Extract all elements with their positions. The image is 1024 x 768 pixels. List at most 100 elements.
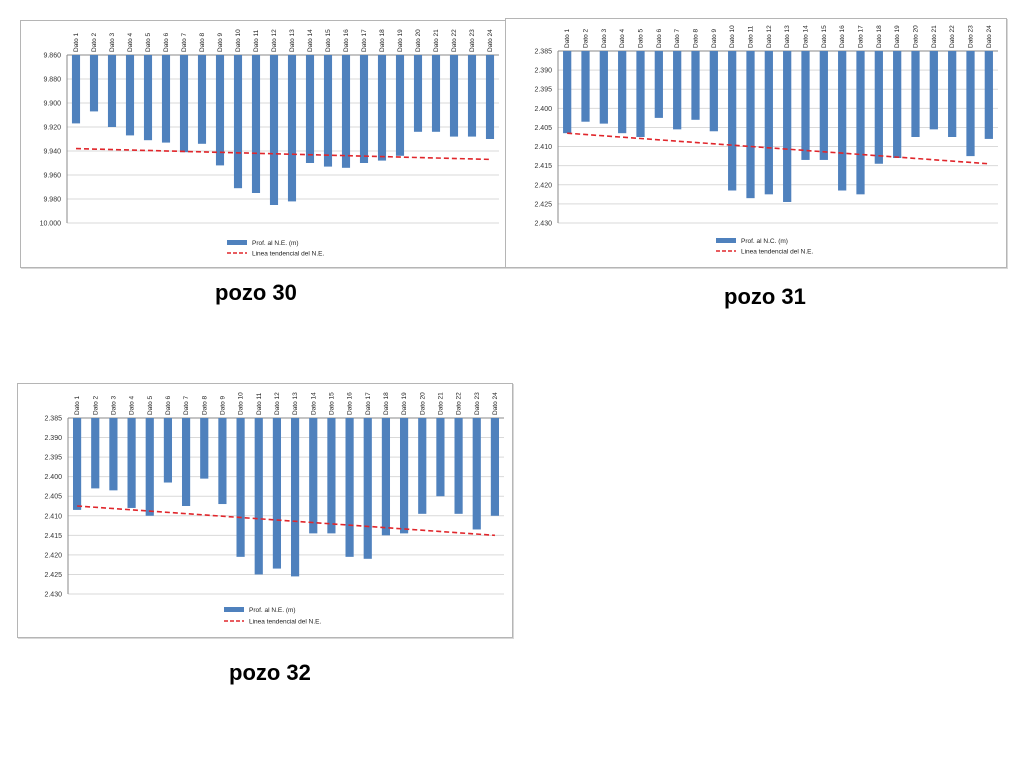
x-tick-label: Dato 19 — [894, 25, 901, 48]
x-tick-label: Dato 23 — [968, 25, 975, 48]
x-tick-label: Dato 17 — [365, 392, 372, 415]
bar — [691, 51, 700, 120]
x-tick-label: Dato 24 — [487, 29, 494, 52]
y-tick-label: 9.920 — [43, 125, 61, 132]
x-tick-label: Dato 8 — [201, 395, 208, 415]
bar — [563, 51, 572, 134]
x-tick-label: Dato 6 — [656, 28, 663, 48]
y-tick-label: 10.000 — [40, 221, 62, 228]
chart-caption-pozo-32: pozo 32 — [229, 660, 311, 685]
x-tick-label: Dato 10 — [729, 25, 736, 48]
y-tick-label: 2.405 — [44, 494, 62, 501]
x-tick-label: Dato 13 — [289, 29, 296, 52]
y-tick-label: 9.940 — [43, 149, 61, 156]
x-tick-label: Dato 21 — [437, 392, 444, 415]
bar — [305, 55, 315, 163]
legend-swatch-bars — [224, 607, 244, 612]
bar — [269, 55, 279, 205]
chart-caption-pozo-31: pozo 31 — [724, 284, 806, 309]
x-tick-label: Dato 14 — [803, 25, 810, 48]
y-tick-label: 2.420 — [534, 182, 552, 189]
x-tick-label: Dato 15 — [325, 29, 332, 52]
chart-panel-pozo-30: 9.860 9.880 9.900 9.920 9.940 9.960 9.980 10.00… — [20, 20, 506, 268]
bar — [654, 51, 663, 118]
x-tick-label: Dato 16 — [347, 392, 354, 415]
bar — [746, 51, 755, 199]
x-tick-label: Dato 3 — [601, 28, 608, 48]
x-tick-label: Dato 20 — [415, 29, 422, 52]
x-tick-label: Dato 5 — [638, 28, 645, 48]
y-tick-label: 2.415 — [534, 163, 552, 170]
x-tick-label: Dato 16 — [343, 29, 350, 52]
bar — [161, 55, 171, 143]
x-tick-label: Dato 22 — [451, 29, 458, 52]
x-tick-label: Dato 23 — [474, 392, 481, 415]
bar — [399, 418, 409, 534]
x-tick-label: Dato 9 — [217, 32, 224, 52]
x-tick-label: Dato 9 — [219, 395, 226, 415]
x-tick-label: Dato 4 — [127, 32, 134, 52]
x-tick-label: Dato 9 — [711, 28, 718, 48]
x-tick-label: Dato 14 — [307, 29, 314, 52]
x-tick-label: Dato 17 — [858, 25, 865, 48]
x-tick-label: Dato 20 — [419, 392, 426, 415]
bar — [893, 51, 902, 159]
bar — [966, 51, 975, 157]
bar — [309, 418, 318, 534]
y-tick-label: 2.405 — [534, 125, 552, 132]
bar — [929, 51, 938, 130]
bar — [72, 418, 82, 510]
y-tick-label: 2.395 — [534, 87, 552, 94]
x-tick-label: Dato 15 — [821, 25, 828, 48]
x-tick-label: Dato 24 — [492, 392, 499, 415]
legend-label: Linea tendencial del N.E. — [252, 251, 324, 258]
bar — [200, 418, 209, 479]
x-tick-label: Dato 20 — [913, 25, 920, 48]
x-tick-label: Dato 12 — [271, 29, 278, 52]
x-tick-label: Dato 7 — [183, 395, 190, 415]
y-tick-label: 2.385 — [44, 416, 62, 423]
legend-label: Linea tendencial del N.E. — [741, 249, 813, 256]
x-tick-label: Dato 2 — [91, 32, 98, 52]
bar — [581, 51, 590, 122]
bar — [431, 55, 441, 132]
x-tick-label: Dato 2 — [583, 28, 590, 48]
bar — [874, 51, 883, 164]
legend-label: Prof. al N.E. (m) — [249, 607, 296, 614]
x-tick-label: Dato 11 — [748, 25, 755, 48]
x-tick-label: Dato 4 — [129, 395, 136, 415]
trend-line — [567, 132, 989, 165]
x-tick-label: Dato 16 — [839, 25, 846, 48]
y-tick-label: 9.900 — [43, 101, 61, 108]
legend-swatch-bars — [227, 240, 247, 245]
bar — [418, 418, 427, 514]
bar — [472, 418, 481, 530]
x-tick-label: Dato 18 — [876, 25, 883, 48]
y-tick-label: 2.425 — [534, 201, 552, 208]
bar — [290, 418, 300, 577]
x-tick-label: Dato 12 — [274, 392, 281, 415]
x-tick-label: Dato 8 — [693, 28, 700, 48]
bar — [163, 418, 173, 483]
x-tick-label: Dato 22 — [456, 392, 463, 415]
bar — [179, 55, 189, 153]
bar — [838, 51, 847, 191]
bar — [618, 51, 627, 134]
x-tick-label: Dato 11 — [253, 29, 260, 52]
bar — [107, 55, 117, 127]
bar — [783, 51, 792, 202]
y-tick-label: 2.420 — [44, 552, 62, 559]
bar — [327, 418, 336, 534]
bar — [359, 55, 369, 163]
bar — [363, 418, 372, 559]
bar — [251, 55, 261, 193]
x-tick-label: Dato 21 — [931, 25, 938, 48]
bar — [856, 51, 865, 195]
bar — [454, 418, 463, 514]
bar — [728, 51, 737, 191]
y-tick-label: 2.400 — [534, 106, 552, 113]
legend-label: Linea tendencial del N.E. — [249, 619, 321, 626]
x-tick-label: Dato 6 — [163, 32, 170, 52]
x-tick-label: Dato 17 — [361, 29, 368, 52]
chart-svg-pozo-32: 2.385 2.390 2.395 2.400 2.405 2.410 2.415 2.420… — [44, 392, 504, 626]
